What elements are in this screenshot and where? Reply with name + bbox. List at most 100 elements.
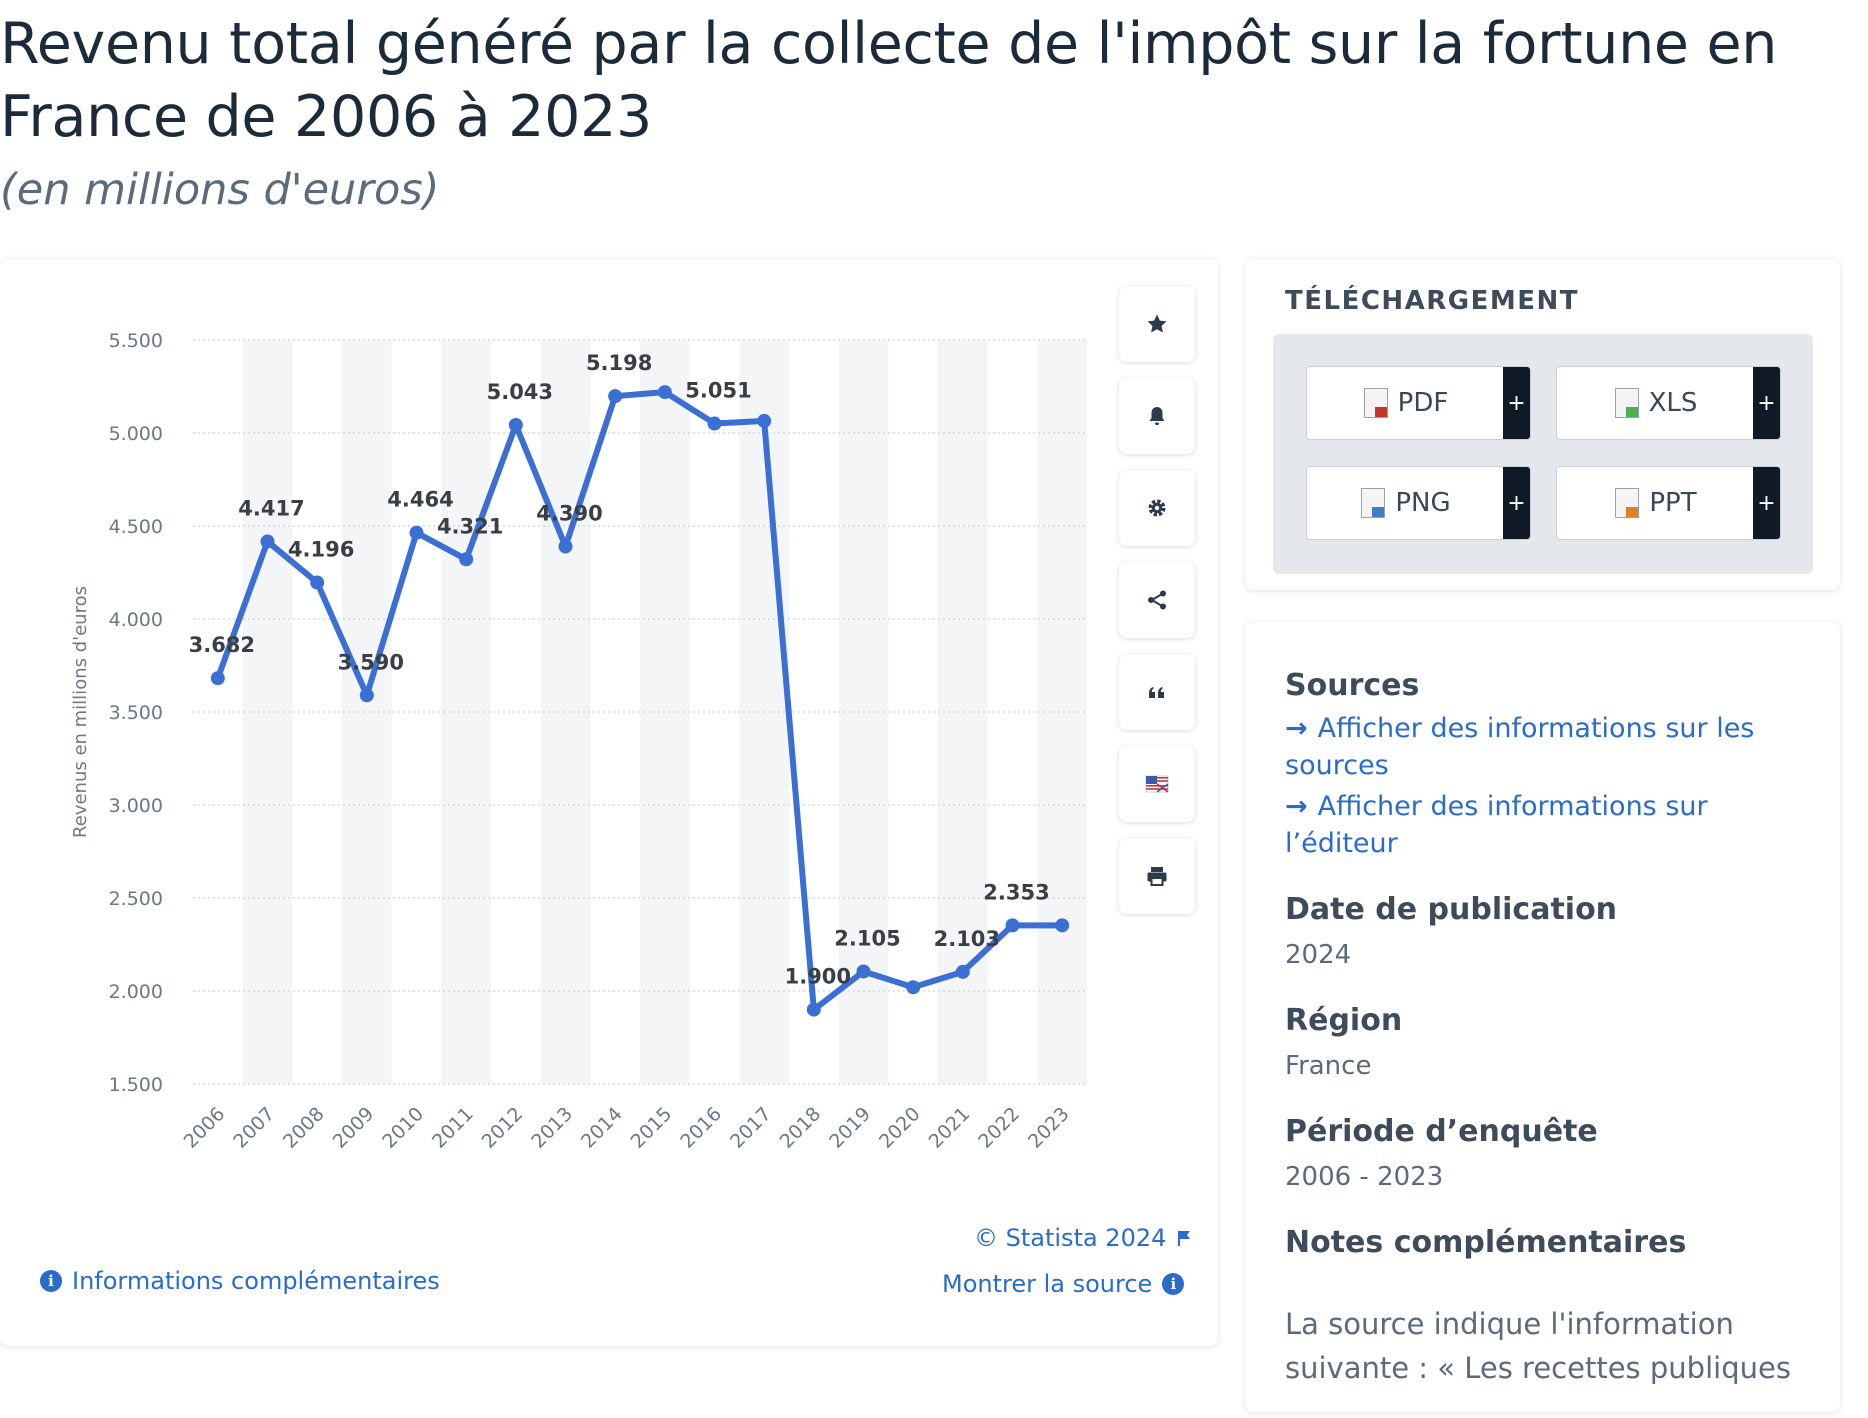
png-file-icon (1361, 488, 1386, 518)
flag-icon (1145, 775, 1169, 793)
y-tick-label: 5.000 (109, 423, 163, 445)
data-point (856, 964, 871, 979)
arrow-right-icon: → (1285, 713, 1308, 744)
print-icon (1147, 867, 1167, 886)
data-label: 3.682 (189, 633, 255, 657)
data-point (310, 575, 325, 590)
data-point (707, 416, 722, 431)
more-info-link[interactable]: i Informations complémentaires (40, 1267, 440, 1295)
x-tick-label: 2013 (527, 1103, 577, 1153)
download-xls-button[interactable]: XLS + (1556, 366, 1781, 440)
download-png-button[interactable]: PNG + (1306, 466, 1531, 540)
region-heading: Région (1285, 1003, 1403, 1038)
y-tick-label: 4.000 (109, 609, 163, 631)
data-label: 4.464 (387, 488, 453, 512)
download-pdf-plus-button[interactable]: + (1503, 367, 1530, 439)
data-point (558, 539, 573, 554)
download-ppt-button[interactable]: PPT + (1556, 466, 1781, 540)
copyright-link[interactable]: © Statista 2024 (974, 1224, 1192, 1252)
download-pdf-button[interactable]: PDF + (1306, 366, 1531, 440)
download-pdf-label: PDF (1397, 388, 1449, 418)
y-tick-label: 3.500 (109, 702, 163, 724)
x-tick-label: 2020 (875, 1103, 925, 1153)
data-point (608, 389, 623, 404)
line-chart: 1.500 2.000 2.500 3.000 3.500 4.000 4.500 5.000… (70, 330, 1087, 1153)
data-label: 4.390 (536, 501, 602, 525)
x-tick-label: 2022 (974, 1103, 1024, 1153)
pdf-file-icon (1363, 388, 1388, 418)
info-icon: i (40, 1270, 62, 1292)
y-tick-label: 2.500 (109, 888, 163, 910)
page-title: Revenu total généré par la collecte de l… (0, 11, 1778, 150)
download-xls-plus-button[interactable]: + (1753, 367, 1780, 439)
x-tick-label: 2006 (180, 1103, 230, 1153)
data-label: 2.353 (983, 880, 1049, 904)
x-tick-label: 2023 (1024, 1103, 1074, 1153)
data-point (459, 552, 474, 567)
star-icon (1147, 314, 1167, 333)
x-tick-label: 2009 (329, 1103, 379, 1153)
data-point (260, 534, 275, 549)
y-tick-label: 1.500 (109, 1074, 163, 1096)
publisher-info-link[interactable]: → Afficher des informations sur l’éditeur (1285, 788, 1805, 862)
favorite-button[interactable] (1119, 286, 1195, 362)
notes-text: La source indique l'information suivante… (1285, 1307, 1791, 1385)
data-point (210, 671, 225, 686)
series-line (214, 389, 1066, 1013)
download-xls-label: XLS (1648, 388, 1698, 418)
y-tick-label: 5.500 (109, 330, 163, 352)
bell-icon (1149, 407, 1165, 425)
info-icon: i (1162, 1273, 1185, 1295)
language-button[interactable] (1119, 746, 1195, 822)
ppt-file-icon (1615, 488, 1640, 518)
publication-date-value: 2024 (1285, 940, 1352, 970)
download-card: TÉLÉCHARGEMENT PDF + XLS + PNG + PPT + (1245, 259, 1840, 590)
y-tick-label: 3.000 (109, 795, 163, 817)
x-tick-label: 2011 (428, 1103, 478, 1153)
y-tick-label: 2.000 (109, 981, 163, 1003)
gear-icon (1148, 499, 1166, 517)
data-point (1005, 918, 1020, 933)
x-tick-label: 2015 (627, 1103, 677, 1153)
notification-button[interactable] (1119, 378, 1195, 454)
data-point (906, 980, 921, 995)
show-source-link[interactable]: Montrer la source i (942, 1270, 1185, 1298)
x-tick-label: 2021 (925, 1103, 975, 1153)
show-source-label: Montrer la source (942, 1270, 1153, 1298)
data-point (508, 418, 523, 433)
sources-info-link[interactable]: → Afficher des informations sur les sourc… (1285, 710, 1805, 784)
data-label: 5.051 (685, 379, 751, 403)
x-tick-label: 2007 (229, 1103, 279, 1153)
data-label: 2.105 (834, 926, 900, 950)
data-point (806, 1002, 821, 1017)
survey-period-heading: Période d’enquête (1285, 1114, 1598, 1149)
share-icon (1148, 590, 1166, 610)
x-tick-label: 2014 (577, 1103, 627, 1153)
region-value: France (1285, 1051, 1372, 1081)
data-point (757, 413, 772, 428)
data-label: 1.900 (785, 965, 851, 989)
data-label: 5.198 (586, 351, 652, 375)
publisher-info-label: Afficher des informations sur l’éditeur (1285, 791, 1708, 859)
survey-period-value: 2006 - 2023 (1285, 1162, 1444, 1192)
download-ppt-plus-button[interactable]: + (1753, 467, 1780, 539)
xls-file-icon (1614, 388, 1639, 418)
chart-card: 1.500 2.000 2.500 3.000 3.500 4.000 4.500 5.000… (0, 259, 1218, 1346)
share-button[interactable] (1119, 562, 1195, 638)
more-info-label: Informations complémentaires (72, 1267, 440, 1295)
x-tick-label: 2018 (776, 1103, 826, 1153)
data-point (359, 688, 374, 703)
y-tick-label: 4.500 (109, 516, 163, 538)
download-png-label: PNG (1395, 488, 1451, 518)
download-panel: PDF + XLS + PNG + PPT + (1273, 334, 1813, 574)
download-ppt-label: PPT (1649, 488, 1697, 518)
x-tick-label: 2010 (378, 1103, 428, 1153)
page-subtitle: (en millions d'euros) (0, 165, 440, 215)
settings-button[interactable] (1119, 470, 1195, 546)
quote-icon (1149, 687, 1164, 698)
publication-date-heading: Date de publication (1285, 892, 1618, 927)
download-png-plus-button[interactable]: + (1503, 467, 1530, 539)
print-button[interactable] (1119, 838, 1195, 914)
data-label: 4.321 (437, 514, 503, 538)
cite-button[interactable] (1119, 654, 1195, 730)
